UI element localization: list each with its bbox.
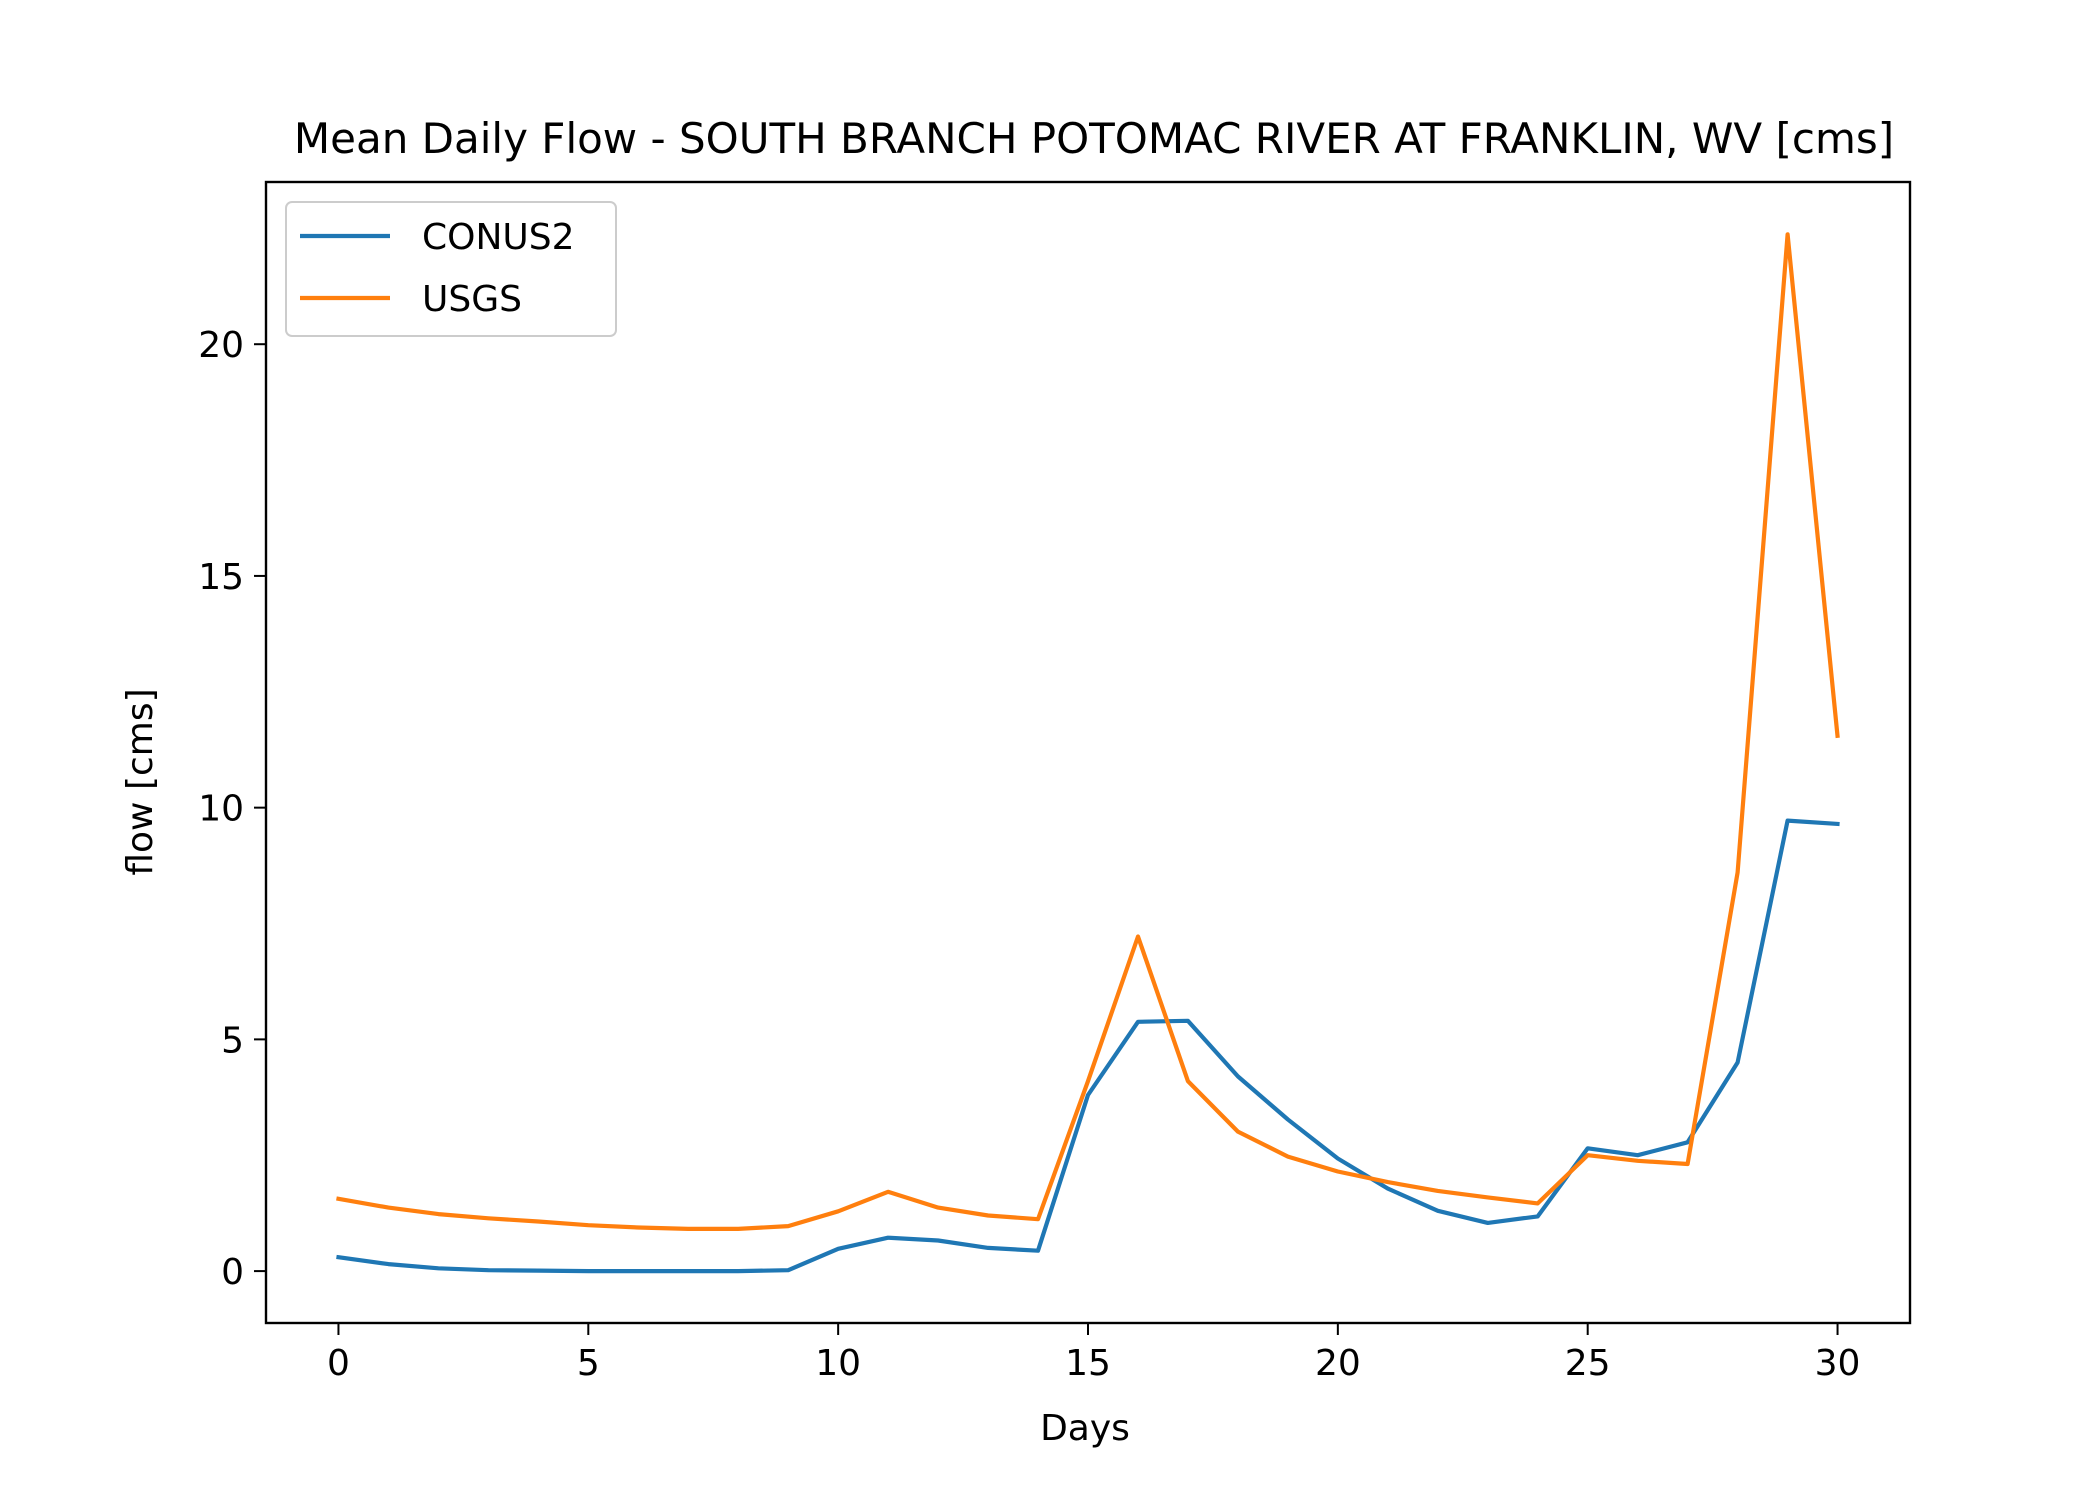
y-tick-label: 5 (221, 1020, 244, 1061)
y-tick-label: 0 (221, 1252, 244, 1293)
x-tick-label: 10 (815, 1343, 861, 1384)
legend-label-usgs: USGS (422, 279, 522, 320)
axes-frame (264, 180, 1912, 1325)
y-tick-label: 10 (198, 789, 244, 830)
series-line-usgs (336, 232, 1840, 1232)
x-axis-label: Days (1040, 1408, 1130, 1449)
series-line-conus2 (336, 818, 1840, 1274)
legend-label-conus2: CONUS2 (422, 217, 575, 258)
x-tick-label: 5 (577, 1343, 600, 1384)
y-tick-label: 15 (198, 557, 244, 598)
x-tick-label: 30 (1815, 1343, 1861, 1384)
x-axis-ticks: 0 5 10 15 20 25 30 (327, 1323, 1860, 1384)
legend: CONUS2 USGS (285, 201, 617, 337)
x-tick-label: 0 (327, 1343, 350, 1384)
series-lines (336, 232, 1840, 1274)
y-axis-label: flow [cms] (120, 688, 161, 875)
x-tick-label: 15 (1065, 1343, 1111, 1384)
y-tick-label: 20 (198, 325, 244, 366)
x-tick-label: 25 (1565, 1343, 1611, 1384)
chart-title: Mean Daily Flow - SOUTH BRANCH POTOMAC R… (294, 114, 1894, 163)
y-axis-ticks: 0 5 10 15 20 (198, 325, 266, 1293)
x-tick-label: 20 (1315, 1343, 1361, 1384)
